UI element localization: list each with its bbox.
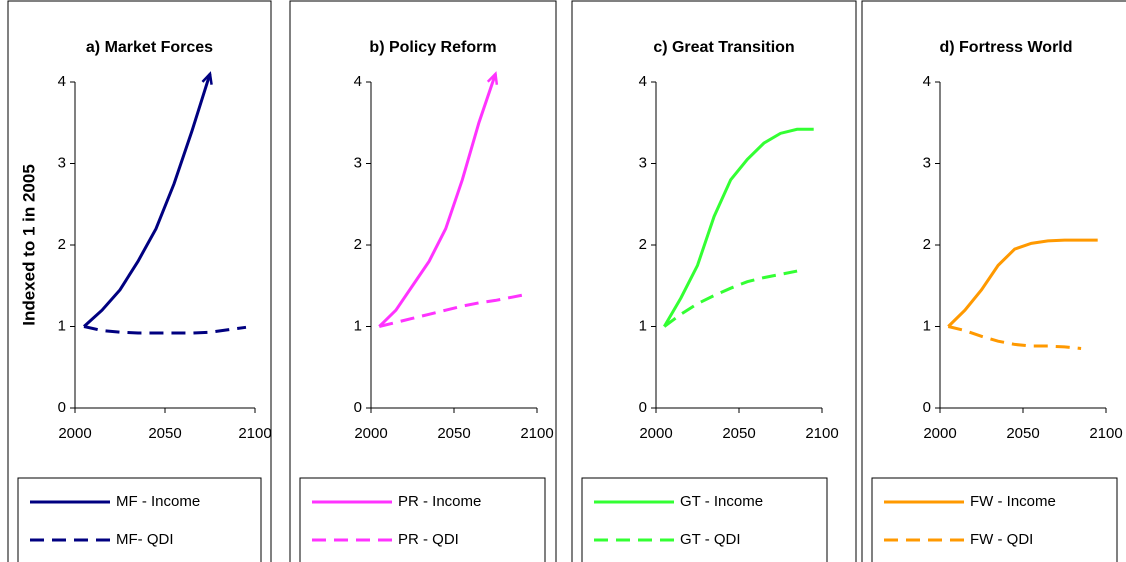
chart-title: d) Fortress World	[939, 39, 1072, 56]
arrow-head	[486, 71, 499, 85]
x-tick-label: 2100	[238, 425, 271, 442]
legend-label: GT - QDI	[680, 531, 741, 548]
y-tick-label: 3	[58, 154, 66, 171]
y-tick-label: 4	[354, 73, 362, 90]
legend-label: MF - Income	[116, 493, 200, 510]
x-tick-label: 2000	[354, 425, 387, 442]
x-tick-label: 2050	[437, 425, 470, 442]
series-line	[947, 238, 1098, 328]
series-line	[82, 73, 212, 328]
chart-title: c) Great Transition	[653, 39, 794, 56]
legend-box	[17, 477, 262, 562]
legend-box	[871, 477, 1118, 562]
y-tick-label: 1	[58, 317, 66, 334]
x-tick-label: 2050	[1006, 425, 1039, 442]
series-line	[947, 325, 1082, 350]
x-tick-label: 2000	[923, 425, 956, 442]
legend-label: GT - Income	[680, 493, 763, 510]
y-tick-label: 0	[639, 399, 647, 416]
y-tick-label: 4	[58, 73, 66, 90]
y-tick-label: 0	[923, 399, 931, 416]
legend-label: FW - QDI	[970, 531, 1033, 548]
x-tick-label: 2000	[58, 425, 91, 442]
y-tick-label: 1	[354, 317, 362, 334]
legend-label: MF- QDI	[116, 531, 174, 548]
y-tick-label: 3	[354, 154, 362, 171]
legend-label: FW - Income	[970, 493, 1056, 510]
series-line	[663, 269, 798, 328]
y-tick-label: 0	[58, 399, 66, 416]
panel-frame	[571, 0, 857, 562]
y-tick-label: 1	[923, 317, 931, 334]
panel-frame	[289, 0, 557, 562]
y-axis-label: Indexed to 1 in 2005	[19, 164, 38, 326]
x-tick-label: 2050	[722, 425, 755, 442]
x-tick-label: 2100	[1089, 425, 1122, 442]
series-line	[378, 73, 497, 328]
y-tick-label: 2	[58, 236, 66, 253]
y-tick-label: 0	[354, 399, 362, 416]
legend-box	[299, 477, 546, 562]
y-tick-label: 3	[923, 154, 931, 171]
x-tick-label: 2050	[148, 425, 181, 442]
y-tick-label: 4	[639, 73, 647, 90]
series-line	[663, 127, 814, 328]
chart-title: b) Policy Reform	[369, 39, 496, 56]
panel-frame	[861, 0, 1126, 562]
x-tick-label: 2000	[639, 425, 672, 442]
y-tick-label: 1	[639, 317, 647, 334]
legend-label: PR - QDI	[398, 531, 459, 548]
y-tick-label: 2	[354, 236, 362, 253]
y-tick-label: 4	[923, 73, 931, 90]
y-tick-label: 3	[639, 154, 647, 171]
y-tick-label: 2	[639, 236, 647, 253]
arrow-head	[201, 71, 213, 85]
series-line	[83, 325, 247, 335]
series-line	[378, 292, 529, 328]
chart-title: a) Market Forces	[86, 39, 213, 56]
panel-frame	[7, 0, 272, 562]
legend-label: PR - Income	[398, 493, 481, 510]
legend-box	[581, 477, 828, 562]
x-tick-label: 2100	[520, 425, 553, 442]
x-tick-label: 2100	[805, 425, 838, 442]
y-tick-label: 2	[923, 236, 931, 253]
